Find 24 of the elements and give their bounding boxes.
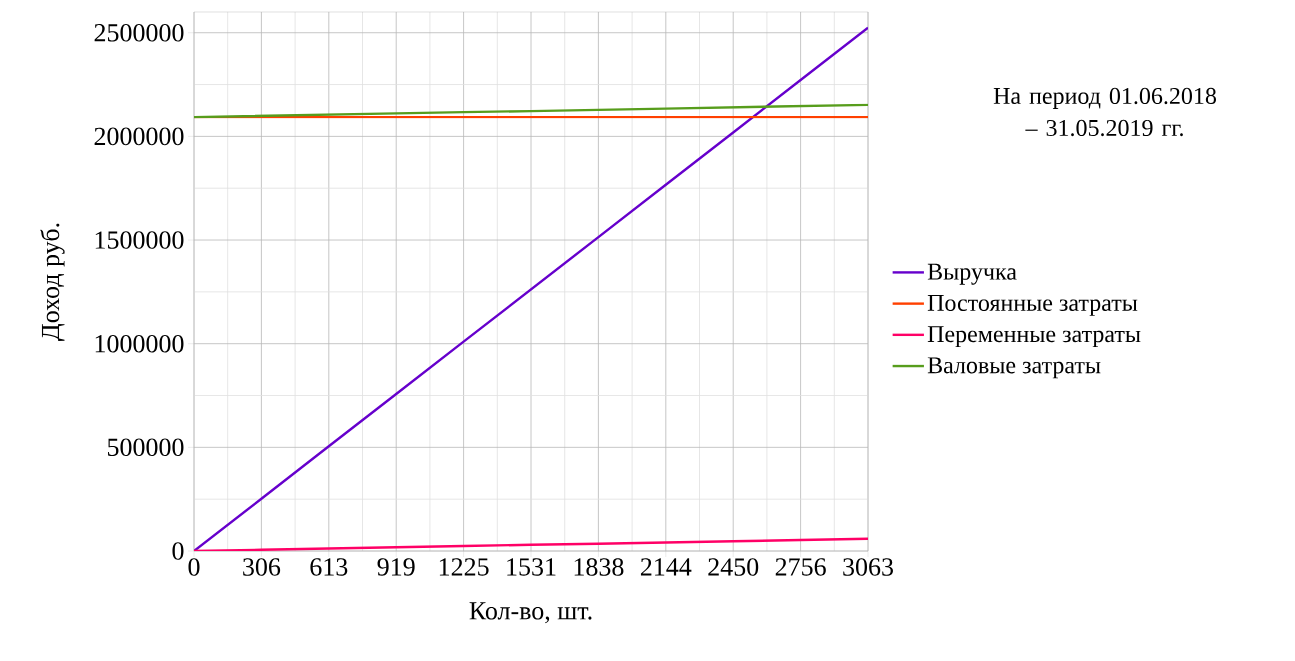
y-tick-label: 500000 [107,438,184,457]
y-tick-label: 2500000 [94,23,184,42]
legend-label: Переменные затраты [927,326,1141,348]
legend-label: Выручка [927,263,1017,285]
y-tick-label: 1000000 [95,334,184,353]
x-tick-label: 3063 [843,558,893,576]
x-tick-label: 306 [243,558,281,576]
x-tick-label: 1531 [507,558,556,576]
x-tick-label: 1838 [574,558,624,576]
legend-label: Постоянные затраты [927,295,1138,316]
y-axis-title: Доход руб. [40,223,65,341]
x-tick-label: 919 [377,558,415,576]
text: На период 01.06.2018 – 31.05.2019 гг. [993,87,1216,137]
legend-label: Валовые затраты [927,357,1101,379]
x-tick-label: 1225 [439,558,489,576]
y-tick-label: 1500000 [95,231,184,249]
x-tick-label: 613 [310,558,348,576]
y-tick-label: 2000000 [94,127,184,146]
y-tick-label: 0 [172,542,184,560]
x-axis-title: Кол-во, шт. [469,602,592,624]
x-tick-label: 2450 [708,558,759,576]
x-tick-label: 2756 [775,558,826,576]
x-tick-label: 2144 [640,558,692,576]
x-tick-label: 0 [188,558,200,576]
